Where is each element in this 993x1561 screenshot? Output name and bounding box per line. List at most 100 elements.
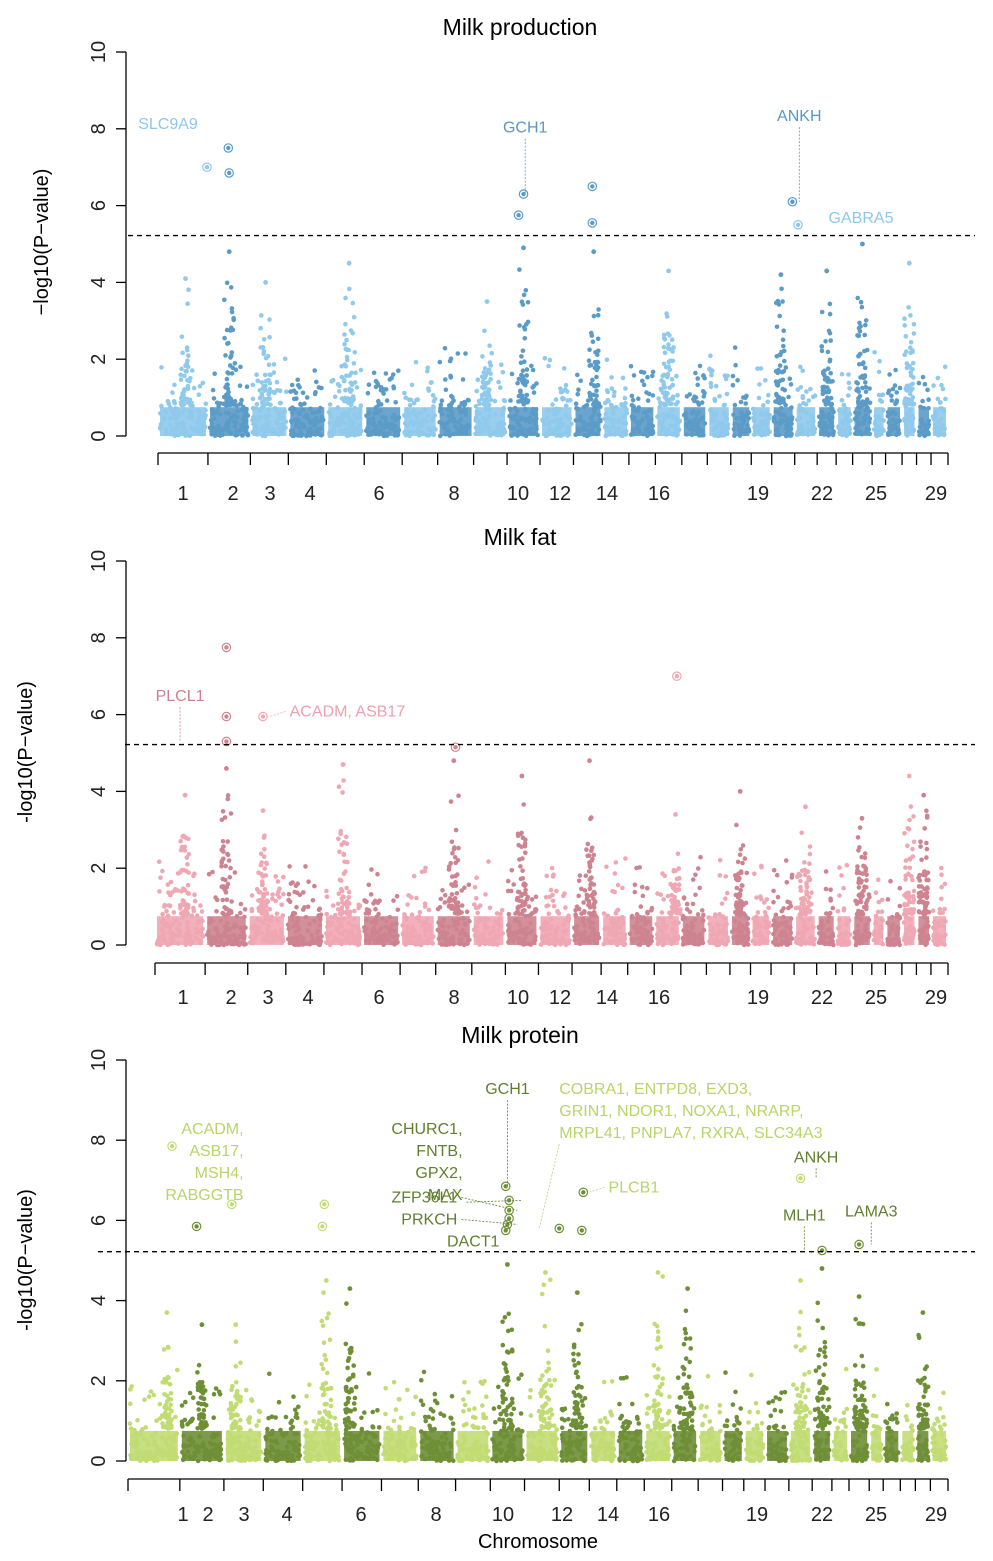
data-point-band — [574, 916, 599, 945]
data-point — [291, 911, 296, 916]
data-point — [526, 398, 531, 403]
data-point — [864, 318, 869, 323]
data-point — [543, 356, 548, 361]
data-point — [663, 351, 668, 356]
data-point — [902, 912, 907, 917]
data-point — [702, 391, 707, 396]
data-point — [273, 874, 278, 879]
data-point — [238, 365, 243, 370]
data-point — [775, 382, 780, 387]
data-point — [521, 909, 526, 914]
data-point — [575, 904, 580, 909]
data-point — [456, 846, 461, 851]
data-point — [902, 352, 907, 357]
data-point — [587, 347, 592, 352]
data-point — [352, 909, 357, 914]
data-point — [578, 873, 583, 878]
data-point — [260, 911, 265, 916]
data-point — [677, 876, 682, 881]
data-point — [858, 375, 863, 380]
data-point-band — [157, 916, 203, 945]
data-point — [562, 891, 567, 896]
data-point — [260, 883, 265, 888]
data-point — [454, 903, 459, 908]
data-point — [860, 894, 865, 899]
data-point — [918, 844, 923, 849]
data-point — [799, 888, 804, 893]
data-point-band — [919, 407, 929, 436]
data-point — [836, 909, 841, 914]
data-point — [347, 287, 352, 292]
data-point — [590, 857, 595, 862]
data-point — [448, 359, 453, 364]
highlighted-snp — [516, 213, 520, 217]
data-point — [911, 375, 916, 380]
data-point — [172, 910, 177, 915]
data-point — [662, 345, 667, 350]
data-point — [771, 900, 776, 905]
data-point — [521, 245, 526, 250]
data-point-band — [290, 407, 324, 436]
data-point — [938, 400, 943, 405]
data-point — [260, 392, 265, 397]
data-point — [297, 385, 302, 390]
data-point — [925, 814, 930, 819]
data-point — [668, 882, 673, 887]
data-point — [604, 865, 609, 870]
data-point — [343, 388, 348, 393]
y-tick-label: 10 — [88, 550, 110, 572]
data-point — [450, 874, 455, 879]
data-point — [287, 892, 292, 897]
data-point-band — [708, 916, 728, 945]
data-point — [166, 890, 171, 895]
data-point — [674, 374, 679, 379]
data-point — [250, 907, 255, 912]
data-point — [587, 758, 592, 763]
data-point — [670, 383, 675, 388]
data-point — [939, 872, 944, 877]
data-point — [201, 381, 206, 386]
data-point — [588, 886, 593, 891]
data-point-band — [918, 916, 929, 945]
data-point — [907, 774, 912, 779]
data-point — [723, 896, 728, 901]
data-point — [179, 367, 184, 372]
data-point — [761, 403, 766, 408]
data-point — [902, 831, 907, 836]
data-point — [593, 350, 598, 355]
data-point — [860, 242, 865, 247]
data-point — [903, 865, 908, 870]
data-point — [803, 868, 808, 873]
data-point — [908, 313, 913, 318]
data-point — [640, 379, 645, 384]
data-point — [270, 892, 275, 897]
data-point — [911, 814, 916, 819]
data-point — [440, 888, 445, 893]
data-point — [918, 878, 923, 883]
data-point — [488, 377, 493, 382]
data-point — [839, 873, 844, 878]
data-point — [592, 890, 597, 895]
data-point — [840, 398, 845, 403]
data-point — [193, 899, 198, 904]
data-point-band — [404, 407, 435, 436]
data-point — [226, 394, 231, 399]
data-point — [886, 897, 891, 902]
data-point — [584, 847, 589, 852]
data-point — [342, 332, 347, 337]
data-point — [342, 840, 347, 845]
data-point — [284, 389, 289, 394]
data-point — [524, 288, 529, 293]
data-point — [828, 338, 833, 343]
data-point — [281, 892, 286, 897]
data-point — [276, 879, 281, 884]
data-point — [303, 864, 308, 869]
data-point — [585, 403, 590, 408]
data-point — [414, 360, 419, 365]
data-point — [483, 366, 488, 371]
data-point — [785, 880, 790, 885]
data-point — [391, 898, 396, 903]
data-point — [376, 399, 381, 404]
data-point-band — [838, 407, 850, 436]
